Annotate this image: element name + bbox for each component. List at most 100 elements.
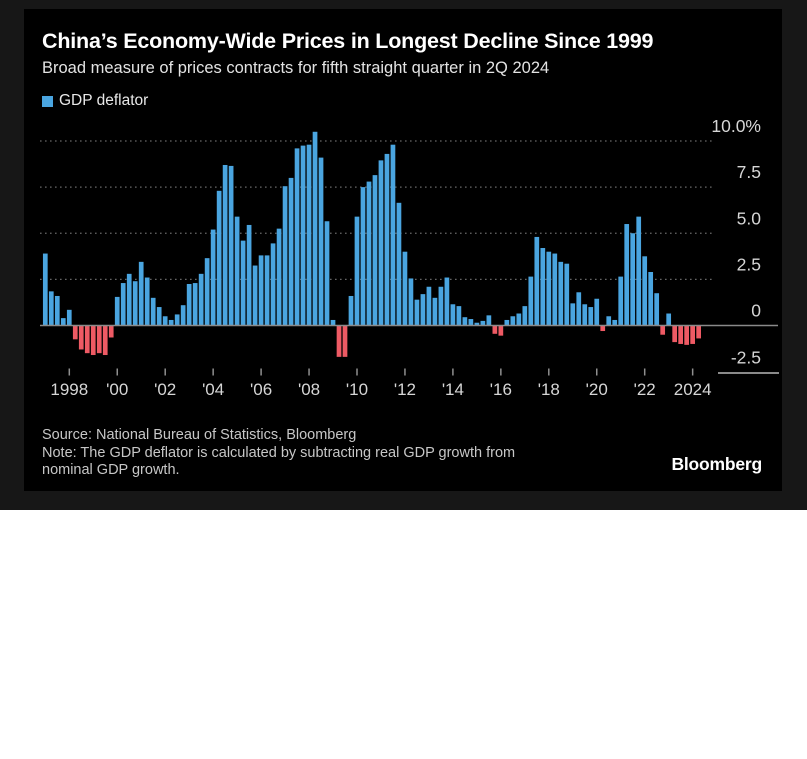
x-axis-label-'02: '02 [154,380,176,399]
bar-1997Q1 [42,253,48,326]
bar-2010Q4 [372,175,378,326]
bar-2007Q1 [282,186,288,326]
bar-2019Q4 [588,307,594,326]
x-axis-label-2024: 2024 [674,380,712,399]
bar-2003Q4 [204,258,210,326]
bar-2006Q1 [258,255,264,326]
bar-2024Q2 [696,325,701,339]
legend-swatch-icon [42,95,53,107]
bar-2001Q1 [138,261,144,326]
bar-2010Q1 [354,216,360,326]
bar-2001Q2 [144,277,150,326]
x-axis-label-1998: 1998 [50,380,88,399]
bar-2007Q4 [300,145,306,326]
bar-2005Q2 [240,240,246,326]
y-axis-label--2.5: -2.5 [731,348,761,368]
bar-2015Q3 [486,315,492,326]
bar-2016Q3 [510,316,516,326]
bar-2014Q3 [462,317,468,326]
bar-2012Q2 [408,278,414,326]
bar-2004Q3 [222,164,228,326]
bar-2012Q3 [414,299,420,326]
bar-2019Q2 [576,292,582,326]
bar-2002Q4 [180,305,186,326]
bar-2007Q3 [294,148,300,326]
x-axis-label-'12: '12 [394,380,416,399]
x-axis-label-'16: '16 [490,380,512,399]
x-axis-label-'14: '14 [442,380,464,399]
bar-2013Q4 [444,277,450,326]
bar-2020Q2 [600,325,606,332]
bar-2021Q1 [618,276,624,326]
x-axis-label-'06: '06 [250,380,272,399]
bar-1998Q3 [78,325,84,350]
bar-1999Q3 [102,325,108,356]
bar-2022Q2 [648,272,654,326]
bar-2003Q3 [198,273,204,326]
bar-2008Q2 [312,131,318,326]
bar-2003Q2 [192,283,198,326]
bar-2015Q1 [474,322,480,326]
chart-subtitle: Broad measure of prices contracts for fi… [42,59,550,77]
bar-2011Q3 [390,144,396,326]
y-axis-label-5.0: 5.0 [737,208,762,228]
bar-2021Q3 [630,233,636,326]
x-axis-label-'00: '00 [106,380,128,399]
bar-2018Q1 [546,251,552,326]
bar-2010Q3 [366,181,372,326]
bar-2013Q3 [438,286,444,326]
note-line-2: nominal GDP growth. [42,462,180,478]
chart-card: 10.0% 7.5 5.0 2.5 0 -2.5 1998 '00 '02 '04 '06 '08 '1… [24,9,782,491]
chart-title: China’s Economy-Wide Prices in Longest D… [42,29,654,53]
bar-2007Q2 [288,177,294,326]
legend: GDP deflator [42,92,148,109]
bar-2000Q1 [114,296,120,326]
bar-2020Q3 [606,316,612,326]
bar-1998Q4 [84,325,90,354]
bar-2022Q1 [642,256,648,326]
bar-2004Q2 [216,190,222,326]
bloomberg-logo: Bloomberg [671,454,762,474]
y-axis-label-10.0%: 10.0% [711,116,761,136]
bar-2003Q1 [186,283,192,326]
bar-2013Q1 [426,286,432,326]
bar-2019Q3 [582,304,588,326]
bar-1997Q4 [60,318,66,326]
bar-2000Q4 [132,281,138,326]
bar-2004Q4 [228,165,234,326]
bar-1998Q1 [66,309,72,326]
bar-2014Q2 [456,306,462,326]
bar-1997Q2 [48,291,54,326]
bar-2012Q4 [420,294,426,326]
bar-2005Q1 [234,216,240,326]
bar-2002Q2 [168,319,174,326]
bar-2009Q1 [330,319,336,326]
bar-2015Q4 [492,325,498,334]
bar-2017Q3 [534,236,540,326]
x-axis-label-'20: '20 [586,380,608,399]
bar-2002Q3 [174,314,180,326]
bar-2008Q4 [324,221,330,326]
bar-2018Q2 [552,253,558,326]
bar-2017Q2 [528,276,534,326]
bar-2008Q3 [318,157,324,326]
bar-2004Q1 [210,229,216,326]
y-axis-label-7.5: 7.5 [737,162,761,182]
source-note: Source: National Bureau of Statistics, B… [42,427,642,480]
bar-2016Q2 [504,319,510,326]
bar-1999Q2 [96,325,102,354]
bar-2017Q4 [540,248,546,326]
y-axis-label-2.5: 2.5 [737,254,761,274]
bloomberg-chart-embed: 10.0% 7.5 5.0 2.5 0 -2.5 1998 '00 '02 '04 '06 '08 '1… [0,0,807,510]
bar-2016Q1 [498,325,504,336]
bar-2005Q4 [252,265,258,326]
bar-2023Q4 [684,325,690,345]
x-axis-label-'22: '22 [634,380,656,399]
bar-2010Q2 [360,187,366,326]
bar-2009Q4 [348,295,354,326]
bar-2021Q4 [636,216,642,326]
bar-2001Q4 [156,307,162,326]
bar-2022Q4 [660,325,666,335]
y-axis-label-0: 0 [751,301,761,321]
x-axis-label-'08: '08 [298,380,320,399]
